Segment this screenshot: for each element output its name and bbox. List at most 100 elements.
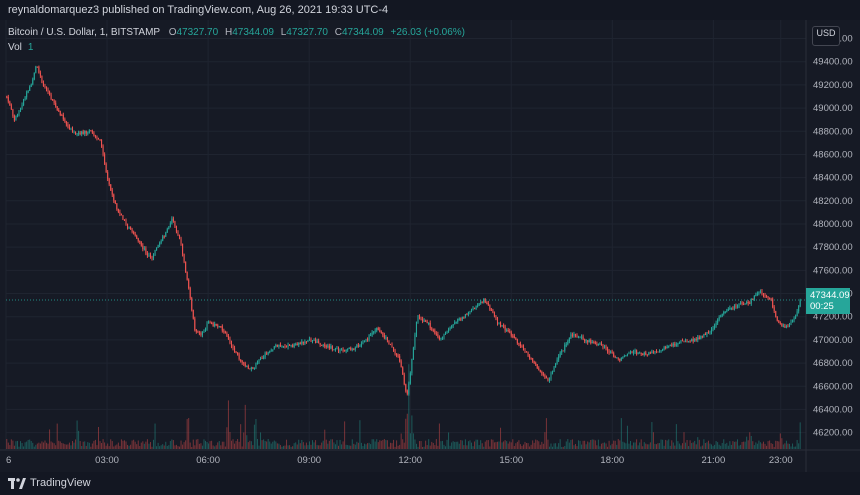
volume-bar — [41, 441, 43, 449]
volume-bar — [15, 441, 17, 449]
volume-bar — [58, 440, 60, 449]
candle-body — [631, 352, 633, 354]
volume-bar — [304, 445, 306, 449]
volume-bar — [472, 446, 474, 449]
volume-bar — [590, 439, 592, 449]
volume-bar — [308, 441, 310, 449]
volume-bar — [179, 446, 181, 449]
volume-bar — [264, 441, 266, 449]
volume-bar — [38, 442, 40, 449]
chart-area[interactable]: 46200.00 46400.00 46600.00 46800.00 47000.00… — [0, 20, 860, 472]
candle-body — [432, 329, 434, 331]
candle-body — [793, 318, 795, 320]
candle-body — [278, 344, 280, 347]
volume-bar — [692, 442, 694, 449]
volume-bar — [229, 431, 231, 449]
candle-body — [477, 305, 479, 307]
volume-bar — [773, 446, 775, 449]
y-tick-label: 47600.00 — [813, 265, 853, 276]
volume-bar — [235, 441, 237, 449]
volume-bar — [504, 440, 506, 449]
volume-bar — [75, 439, 77, 449]
volume-bar — [211, 440, 213, 449]
candle-body — [235, 352, 237, 354]
volume-bar — [547, 439, 549, 449]
volume-bar — [166, 445, 168, 449]
currency-label[interactable]: USD — [812, 26, 840, 46]
candle-body — [758, 292, 760, 294]
candle-body — [434, 330, 436, 334]
volume-bar — [604, 442, 606, 449]
candle-body — [516, 339, 518, 344]
candle-body — [565, 344, 567, 346]
candle-body — [750, 299, 752, 304]
candle-body — [198, 332, 200, 334]
currency-text: USD — [816, 28, 836, 38]
candle-body — [26, 92, 28, 98]
volume-bar — [312, 440, 314, 449]
candle-body — [166, 229, 168, 233]
volume-bar — [512, 439, 514, 449]
volume-bar — [712, 446, 714, 449]
candle-body — [292, 345, 294, 347]
candle-body — [197, 331, 199, 333]
candle-body — [555, 363, 557, 368]
candle-body — [451, 325, 453, 328]
volume-bar — [795, 446, 797, 449]
candle-body — [629, 352, 632, 354]
symbol-title: Bitcoin / U.S. Dollar, 1, BITSTAMP — [8, 27, 160, 38]
candle-body — [93, 132, 95, 136]
candle-body — [94, 135, 96, 137]
volume-bar — [767, 441, 769, 449]
tradingview-logo[interactable]: TradingView — [8, 477, 91, 489]
volume-bar — [328, 440, 330, 449]
volume-bar — [26, 441, 28, 449]
candle-body — [500, 323, 502, 327]
volume-bar — [477, 439, 479, 449]
candle-body — [160, 240, 162, 244]
volume-bar — [715, 441, 717, 449]
candle-body — [130, 227, 132, 230]
volume-bar — [750, 436, 752, 449]
volume-bar — [787, 443, 789, 449]
candle-body — [591, 342, 593, 344]
candle-body — [134, 233, 136, 236]
candle-body — [273, 346, 275, 350]
volume-bar — [446, 439, 448, 449]
volume-bar — [610, 445, 612, 449]
volume-bar — [149, 442, 151, 449]
candle-body — [252, 367, 254, 369]
volume-bar — [568, 442, 570, 449]
volume-bar — [775, 440, 777, 449]
volume-bar — [402, 439, 404, 449]
candle-body — [285, 346, 288, 348]
volume-bar — [429, 445, 431, 449]
candle-body — [799, 300, 801, 307]
candle-body — [32, 79, 34, 85]
volume-bar — [223, 441, 225, 449]
candle-body — [261, 358, 263, 360]
volume-bar — [573, 445, 575, 449]
candle-body — [762, 294, 765, 296]
volume-bar — [107, 443, 109, 449]
volume-bar — [747, 440, 749, 449]
candlestick-chart[interactable]: 46200.00 46400.00 46600.00 46800.00 47000.00… — [0, 20, 860, 472]
candle-body — [304, 341, 306, 344]
volume-bar — [180, 440, 182, 449]
candle-body — [426, 321, 428, 324]
volume-bar — [628, 443, 630, 449]
volume-bar — [56, 423, 58, 449]
candle-body — [668, 346, 670, 348]
candle-body — [510, 332, 512, 336]
volume-bar — [449, 445, 451, 449]
volume-bar — [261, 440, 263, 449]
volume-bar — [42, 442, 44, 449]
candle-body — [406, 390, 408, 394]
candle-body — [82, 131, 84, 134]
candle-body — [767, 296, 769, 299]
volume-bar — [764, 443, 766, 449]
candle-body — [694, 338, 696, 342]
volume-bar — [645, 443, 647, 449]
candle-body — [633, 352, 635, 354]
candle-body — [729, 308, 731, 310]
